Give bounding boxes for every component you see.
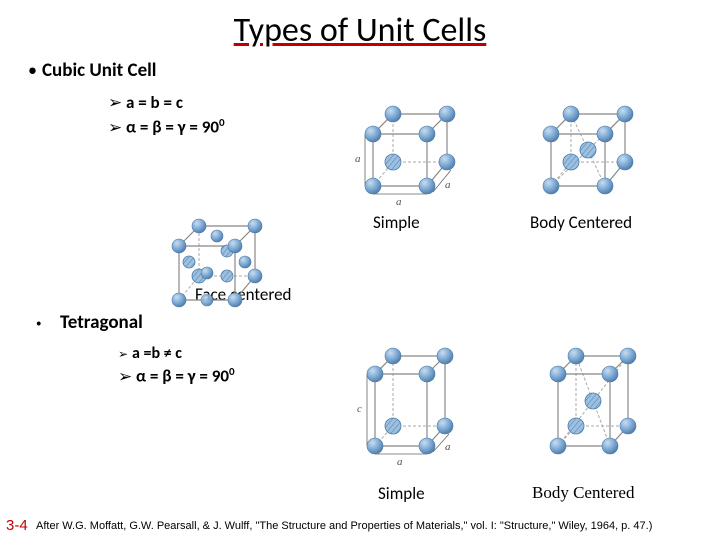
cube-simple-cubic: a a a — [347, 104, 467, 224]
section-heading-cubic: Cubic Unit Cell — [0, 59, 720, 82]
cube-face-centered — [155, 216, 275, 336]
page-title: Types of Unit Cells — [0, 0, 720, 51]
svg-text:a: a — [355, 153, 361, 165]
cube-body-centered-cubic — [525, 104, 645, 224]
cube-simple-tetragonal: c a a — [347, 342, 467, 482]
diagram-layer: a a a — [0, 100, 720, 540]
svg-text:a: a — [396, 196, 402, 208]
svg-text:a: a — [397, 456, 403, 468]
svg-text:c: c — [357, 403, 362, 415]
svg-text:a: a — [445, 441, 451, 453]
cube-body-centered-tetragonal — [530, 342, 650, 482]
bullet-dot: • — [28, 59, 37, 81]
svg-text:a: a — [445, 179, 451, 191]
